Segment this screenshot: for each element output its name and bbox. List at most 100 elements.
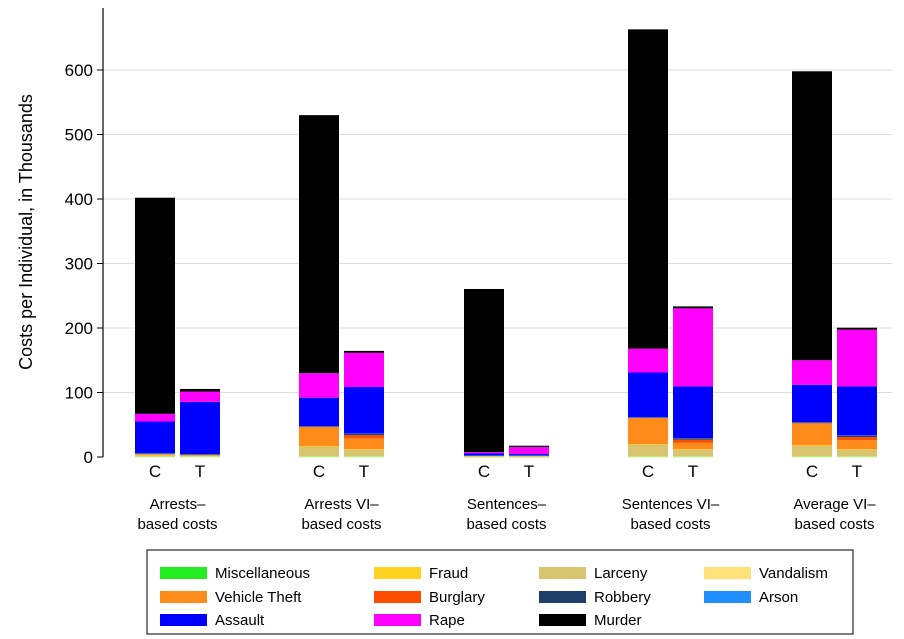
bar-segment-robbery-g3-T — [673, 438, 713, 440]
bar-segment-assault-g3-C — [628, 372, 668, 418]
bar-segment-arson-g1-C — [299, 426, 339, 427]
bar-segment-vehicle-theft-g3-T — [673, 442, 713, 450]
y-tick-label-500: 500 — [65, 126, 93, 145]
bar-segment-rape-g0-C — [135, 413, 175, 422]
bar-segment-fraud-g3-T — [673, 449, 713, 450]
legend-swatch-arson — [704, 591, 751, 603]
bar-segment-robbery-g0-T — [180, 454, 220, 455]
bar-segment-vandalism-g4-C — [792, 456, 832, 457]
bar-label-C: C — [478, 462, 490, 481]
legend-swatch-rape — [374, 614, 421, 626]
bar-segment-assault-g0-T — [180, 401, 220, 455]
bar-segment-arson-g0-C — [135, 453, 175, 454]
bar-segment-vehicle-theft-g1-C — [299, 427, 339, 447]
bar-segment-larceny-g1-T — [344, 449, 384, 457]
bar-segment-assault-g1-C — [299, 397, 339, 427]
bar-segment-larceny-g3-T — [673, 449, 713, 457]
bar-segment-robbery-g4-T — [837, 435, 877, 438]
bar-segment-vehicle-theft-g3-C — [628, 418, 668, 445]
bar-segment-miscellaneous-g3-T — [673, 456, 713, 458]
legend-label-vandalism: Vandalism — [759, 565, 828, 582]
bar-label-T: T — [195, 462, 205, 481]
bar-label-C: C — [642, 462, 654, 481]
group-label-0-line-0: Arrests– — [150, 496, 207, 513]
group-label-4-line-1: based costs — [794, 516, 874, 533]
bar-segment-murder-g2-T — [509, 445, 549, 448]
legend-swatch-vehicle-theft — [160, 591, 207, 603]
bar-segment-murder-g1-C — [299, 115, 339, 374]
bar-segment-burglary-g3-T — [673, 439, 713, 443]
bar-segment-vehicle-theft-g4-C — [792, 423, 832, 446]
bar-segment-robbery-g4-C — [792, 422, 832, 423]
bar-segment-larceny-g4-T — [837, 449, 877, 457]
bar-segment-fraud-g1-T — [344, 449, 384, 450]
bar-segment-robbery-g0-C — [135, 453, 175, 454]
bar-segment-larceny-g4-C — [792, 445, 832, 457]
bar-segment-robbery-g3-C — [628, 417, 668, 418]
legend-swatch-murder — [539, 614, 586, 626]
bar-label-C: C — [313, 462, 325, 481]
legend-swatch-fraud — [374, 567, 421, 579]
bar-segment-fraud-g1-C — [299, 446, 339, 447]
bar-segment-burglary-g1-T — [344, 435, 384, 439]
bar-segment-rape-g3-T — [673, 308, 713, 387]
bar-segment-assault-g2-C — [464, 453, 504, 456]
bar-segment-larceny-g0-T — [180, 455, 220, 457]
bar-segment-assault-g4-C — [792, 384, 832, 423]
y-tick-label-100: 100 — [65, 384, 93, 403]
legend-label-larceny: Larceny — [594, 565, 648, 582]
bar-segment-miscellaneous-g1-T — [344, 456, 384, 458]
bar-segment-rape-g4-C — [792, 360, 832, 385]
bar-segment-fraud-g2-C — [464, 455, 504, 457]
bar-segment-assault-g4-T — [837, 386, 877, 436]
y-tick-label-0: 0 — [84, 448, 93, 467]
legend-label-fraud: Fraud — [429, 565, 468, 582]
bar-segment-murder-g4-T — [837, 327, 877, 330]
y-tick-label-600: 600 — [65, 61, 93, 80]
group-label-0-line-1: based costs — [137, 516, 217, 533]
bar-segment-vehicle-theft-g0-C — [135, 454, 175, 455]
legend-swatch-burglary — [374, 591, 421, 603]
group-label-4-line-0: Average VI– — [793, 496, 876, 513]
legend-label-vehicle-theft: Vehicle Theft — [215, 589, 302, 606]
bar-segment-larceny-g0-C — [135, 455, 175, 457]
bar-segment-fraud-g0-C — [135, 454, 175, 456]
bar-label-T: T — [852, 462, 862, 481]
bar-segment-murder-g1-T — [344, 350, 384, 353]
bar-segment-fraud-g4-C — [792, 445, 832, 446]
bar-segment-burglary-g4-T — [837, 437, 877, 441]
legend-label-robbery: Robbery — [594, 589, 651, 606]
bar-segment-vandalism-g1-C — [299, 456, 339, 457]
x-axis-labels: C T Arrests– based costs C T Arrests VI– based … — [137, 462, 876, 533]
legend-label-miscellaneous: Miscellaneous — [215, 565, 310, 582]
legend-swatch-larceny — [539, 567, 586, 579]
bar-segment-arson-g1-T — [344, 433, 384, 434]
y-tick-label-400: 400 — [65, 190, 93, 209]
bar-segment-arson-g4-C — [792, 422, 832, 423]
gridlines — [103, 69, 892, 393]
bar-segment-murder-g2-C — [464, 288, 504, 453]
bar-segment-vandalism-g2-C — [464, 456, 504, 458]
bar-segment-burglary-g3-C — [628, 417, 668, 419]
legend-swatch-robbery — [539, 591, 586, 603]
bar-label-C: C — [149, 462, 161, 481]
bar-segment-rape-g0-T — [180, 391, 220, 402]
bar-segment-assault-g1-T — [344, 387, 384, 434]
bar-segment-fraud-g3-C — [628, 444, 668, 445]
legend-label-assault: Assault — [215, 612, 265, 629]
bar-segment-vandalism-g0-C — [135, 456, 175, 457]
bar-segment-murder-g0-C — [135, 197, 175, 414]
bar-segment-larceny-g1-C — [299, 446, 339, 457]
bar-segment-miscellaneous-g4-T — [837, 456, 877, 458]
bar-label-T: T — [359, 462, 369, 481]
bar-segment-burglary-g1-C — [299, 426, 339, 428]
bar-segment-burglary-g4-C — [792, 422, 832, 424]
y-axis-ticks: 0 100 200 300 400 500 600 — [65, 61, 103, 467]
bar-segment-arson-g3-C — [628, 417, 668, 418]
y-axis-label: Costs per Individual, in Thousands — [16, 94, 36, 370]
bar-segment-rape-g2-C — [464, 452, 504, 454]
bar-segment-miscellaneous-g3-C — [628, 456, 668, 458]
bar-segment-vandalism-g4-T — [837, 456, 877, 457]
bar-segment-vandalism-g1-T — [344, 456, 384, 457]
